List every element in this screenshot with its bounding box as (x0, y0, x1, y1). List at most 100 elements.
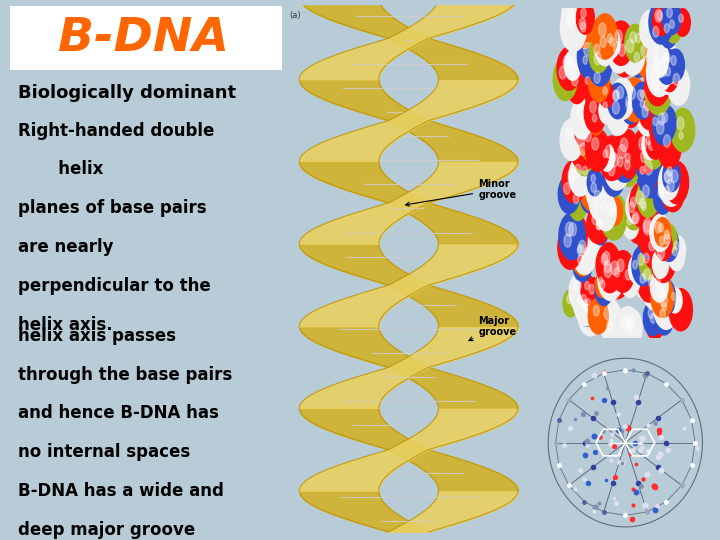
Circle shape (658, 188, 664, 198)
Circle shape (593, 215, 608, 243)
Circle shape (574, 103, 600, 150)
Circle shape (571, 98, 594, 139)
Text: perpendicular to the: perpendicular to the (18, 277, 211, 295)
Circle shape (591, 174, 595, 183)
Circle shape (660, 17, 677, 48)
Circle shape (621, 316, 629, 330)
Circle shape (611, 78, 634, 119)
Circle shape (642, 266, 667, 310)
Circle shape (647, 136, 652, 145)
Circle shape (576, 16, 594, 48)
Circle shape (589, 310, 593, 319)
Circle shape (659, 164, 679, 200)
Circle shape (580, 180, 598, 213)
Circle shape (573, 248, 592, 282)
Circle shape (577, 244, 584, 256)
Circle shape (660, 309, 665, 319)
Circle shape (594, 44, 600, 55)
Circle shape (603, 251, 610, 264)
Circle shape (633, 260, 637, 269)
Circle shape (668, 241, 685, 271)
Circle shape (604, 264, 612, 278)
Circle shape (669, 289, 693, 331)
Circle shape (582, 300, 588, 310)
Circle shape (596, 246, 617, 284)
Circle shape (603, 87, 607, 95)
Circle shape (611, 202, 616, 211)
Circle shape (654, 181, 672, 214)
Circle shape (618, 44, 626, 56)
Circle shape (651, 237, 676, 282)
Circle shape (586, 122, 592, 132)
Circle shape (567, 68, 587, 104)
Circle shape (577, 132, 585, 146)
Circle shape (582, 166, 588, 175)
Circle shape (623, 318, 639, 348)
Circle shape (613, 43, 620, 54)
Circle shape (589, 37, 609, 72)
Circle shape (629, 181, 655, 227)
Circle shape (577, 296, 582, 304)
Circle shape (615, 30, 622, 43)
Circle shape (574, 11, 595, 48)
Text: planes of base pairs: planes of base pairs (18, 199, 207, 217)
Circle shape (567, 295, 572, 303)
Circle shape (667, 49, 685, 82)
Circle shape (564, 50, 581, 80)
Circle shape (640, 100, 644, 108)
Circle shape (573, 290, 589, 319)
Circle shape (589, 120, 594, 131)
Circle shape (639, 92, 660, 130)
Circle shape (657, 285, 664, 297)
Circle shape (585, 281, 590, 290)
Circle shape (650, 112, 675, 157)
Circle shape (580, 143, 586, 156)
Circle shape (607, 202, 615, 217)
Circle shape (644, 218, 652, 232)
Circle shape (621, 147, 638, 178)
Circle shape (674, 241, 679, 249)
Circle shape (665, 161, 688, 204)
Circle shape (564, 55, 586, 94)
Circle shape (639, 137, 647, 151)
Circle shape (648, 19, 668, 56)
Circle shape (653, 117, 657, 125)
Circle shape (652, 105, 675, 145)
Circle shape (622, 78, 647, 122)
Circle shape (652, 249, 669, 278)
Circle shape (581, 8, 586, 18)
Circle shape (649, 111, 665, 140)
Circle shape (569, 187, 588, 220)
Circle shape (613, 150, 631, 184)
Circle shape (560, 4, 587, 51)
Circle shape (659, 224, 663, 232)
Circle shape (671, 170, 678, 183)
Circle shape (568, 168, 575, 181)
Circle shape (638, 253, 644, 266)
Circle shape (575, 280, 581, 292)
Circle shape (620, 30, 645, 75)
Circle shape (672, 247, 678, 256)
Circle shape (560, 119, 583, 160)
Circle shape (628, 86, 636, 100)
Circle shape (665, 230, 670, 239)
Circle shape (558, 175, 580, 213)
Circle shape (568, 3, 576, 17)
Circle shape (565, 222, 573, 236)
Circle shape (658, 297, 674, 325)
Circle shape (593, 114, 597, 122)
Circle shape (583, 229, 603, 264)
Circle shape (637, 212, 663, 258)
Circle shape (598, 218, 603, 226)
Circle shape (621, 309, 642, 346)
Circle shape (584, 93, 606, 132)
Circle shape (620, 153, 639, 186)
Circle shape (600, 36, 606, 48)
Circle shape (659, 161, 684, 206)
Circle shape (661, 60, 678, 92)
Circle shape (597, 243, 620, 285)
Circle shape (655, 230, 672, 260)
Circle shape (656, 59, 675, 94)
Circle shape (607, 320, 613, 330)
Circle shape (660, 227, 678, 261)
